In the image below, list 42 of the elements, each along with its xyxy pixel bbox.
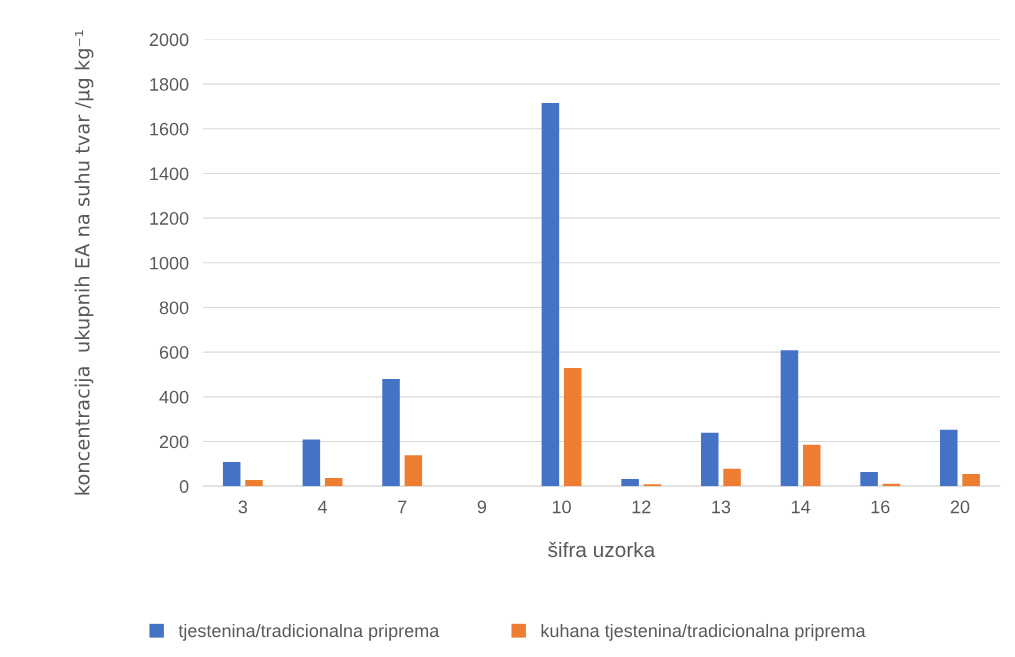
x-tick-label: 4 [317,500,328,514]
y-tick-label: 1000 [150,256,189,270]
bar [621,479,639,487]
x-tick-label: 3 [238,500,248,514]
x-tick-label: 12 [632,500,651,514]
y-tick-label: 600 [159,346,189,359]
bar [700,432,719,487]
bar [324,477,343,487]
x-tick-label: 7 [398,500,407,514]
bar [940,429,958,487]
y-tick-label: 1600 [150,122,189,136]
bar [382,378,400,487]
bar [245,479,263,487]
y-tick-label: 1200 [150,212,189,225]
bar [222,462,241,487]
y-tick-label: 2000 [149,33,189,47]
x-axis-title: šifra uzorka [548,541,656,558]
bar [723,468,741,487]
y-tick-label: 1800 [150,78,189,91]
y-axis-title: koncentracija ukupnih EA na suhu tvar /µg kg⁻¹ [74,30,94,495]
x-tick-label: 20 [950,500,970,514]
x-tick-label: 14 [791,500,811,514]
bar [802,444,821,487]
bar [780,350,799,487]
x-tick-label: 10 [552,500,571,514]
x-tick-label: 9 [477,500,487,514]
bar [563,368,582,487]
x-tick-label: 16 [871,500,890,514]
legend-label: tjestenina/tradicionalna priprema [178,623,440,641]
bar [860,471,878,487]
bar [404,455,423,487]
legend-label: kuhana tjestenina/tradicionalna priprema [541,623,866,641]
bar [541,103,560,487]
y-tick-label: 400 [159,390,189,404]
bar [302,439,321,487]
y-tick-label: 0 [179,480,189,493]
y-tick-label: 200 [159,435,189,449]
bar [962,473,980,487]
x-tick-label: 13 [712,500,731,514]
bar [643,484,662,487]
y-tick-label: 800 [159,301,189,315]
y-tick-label: 1400 [150,167,189,181]
